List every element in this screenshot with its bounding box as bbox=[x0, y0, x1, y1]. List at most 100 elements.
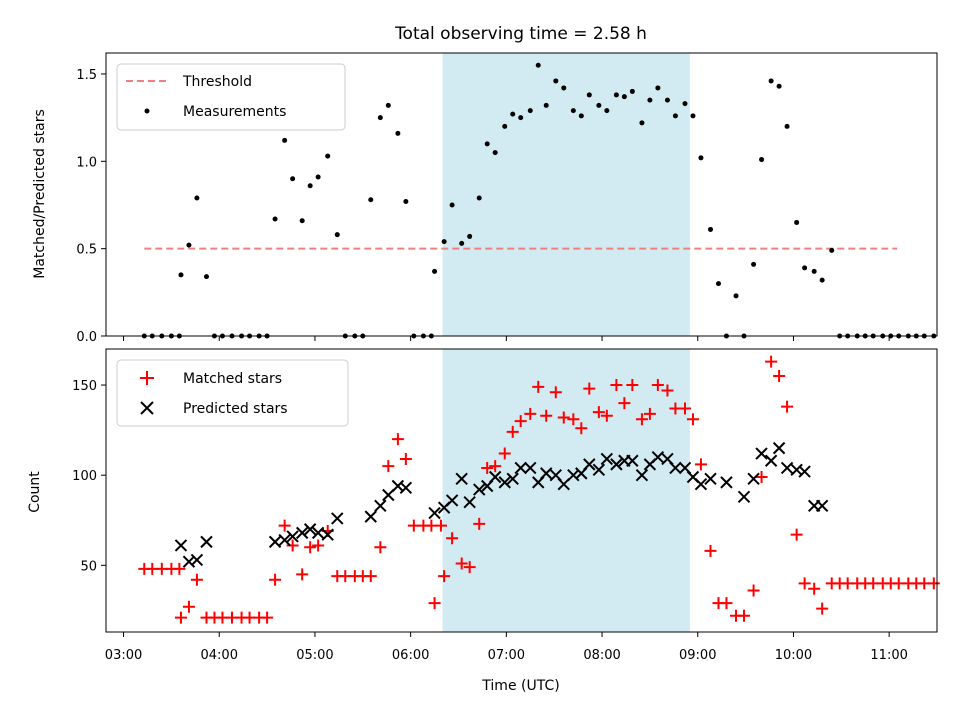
predicted-star-point bbox=[600, 452, 614, 466]
measurement-point bbox=[819, 277, 825, 283]
matched-star-point bbox=[399, 452, 412, 465]
matched-star-point bbox=[927, 577, 940, 590]
matched-star-point bbox=[626, 379, 639, 392]
predicted-stars-points bbox=[174, 441, 829, 568]
measurement-point bbox=[368, 197, 374, 203]
top-y-axis: 0.0 0.5 1.0 1.5 bbox=[76, 68, 106, 345]
matched-star-point bbox=[190, 573, 203, 586]
measurement-point bbox=[802, 265, 808, 271]
predicted-star-point bbox=[506, 472, 519, 485]
predicted-star-point bbox=[311, 526, 325, 540]
predicted-star-point bbox=[200, 535, 213, 549]
predicted-star-point bbox=[374, 499, 387, 513]
matched-star-point bbox=[428, 597, 441, 610]
measurement-point bbox=[664, 97, 670, 103]
measurement-point bbox=[751, 261, 757, 267]
top-legend: Threshold Measurements bbox=[116, 63, 346, 131]
predicted-star-point bbox=[694, 477, 708, 491]
matched-star-point bbox=[755, 470, 768, 483]
matched-star-point bbox=[583, 382, 596, 395]
matched-star-point bbox=[678, 402, 691, 415]
matched-star-point bbox=[610, 379, 623, 392]
predicted-star-point bbox=[720, 476, 733, 489]
top-highlight-span bbox=[442, 53, 690, 336]
chart-title: Total observing time = 2.58 h bbox=[394, 24, 647, 44]
bottom-y-tick-label: 50 bbox=[80, 559, 97, 574]
predicted-star-point bbox=[463, 496, 476, 509]
matched-star-point bbox=[549, 386, 562, 399]
matched-star-point bbox=[618, 397, 631, 410]
measurement-point bbox=[492, 150, 498, 156]
predicted-star-point bbox=[583, 458, 596, 471]
measurement-point bbox=[325, 153, 331, 159]
matched-star-point bbox=[600, 409, 613, 422]
matched-star-point bbox=[643, 407, 656, 420]
measurement-point bbox=[621, 94, 627, 100]
measurement-point bbox=[811, 268, 817, 274]
measurement-point bbox=[403, 198, 409, 204]
matched-star-point bbox=[661, 384, 674, 397]
measurement-point bbox=[377, 115, 383, 121]
measurement-point bbox=[459, 240, 465, 246]
bottom-y-tick-label: 150 bbox=[72, 379, 97, 394]
matched-star-point bbox=[738, 609, 751, 622]
top-legend-box bbox=[116, 63, 346, 131]
predicted-star-point bbox=[747, 472, 760, 485]
matched-star-point bbox=[720, 597, 733, 610]
predicted-star-point bbox=[498, 476, 511, 489]
matched-star-point bbox=[173, 562, 186, 575]
predicted-star-point bbox=[815, 499, 829, 513]
measurement-point bbox=[578, 113, 584, 119]
matched-legend-label: Matched stars bbox=[183, 371, 282, 387]
measurement-point bbox=[613, 92, 619, 98]
measurement-point bbox=[586, 92, 592, 98]
matched-star-point bbox=[514, 415, 527, 428]
measurement-point bbox=[543, 102, 549, 108]
predicted-star-point bbox=[626, 454, 639, 467]
predicted-star-point bbox=[514, 461, 527, 475]
measurement-point bbox=[186, 242, 192, 248]
predicted-star-point bbox=[651, 450, 665, 464]
matched-star-point bbox=[567, 413, 580, 426]
measurement-point bbox=[467, 233, 473, 239]
matched-star-point bbox=[816, 602, 829, 615]
predicted-star-point bbox=[635, 468, 649, 482]
matched-star-point bbox=[312, 539, 325, 552]
measurement-point bbox=[596, 102, 602, 108]
bottom-x-tick-label: 07:00 bbox=[488, 648, 525, 663]
bottom-x-tick-label: 04:00 bbox=[201, 648, 238, 663]
predicted-star-point bbox=[455, 472, 468, 485]
measurement-point bbox=[655, 85, 661, 91]
measurement-point bbox=[178, 272, 184, 278]
matched-star-point bbox=[364, 570, 377, 583]
predicted-star-point bbox=[772, 441, 786, 455]
measurement-point bbox=[203, 274, 209, 280]
matched-star-point bbox=[374, 541, 387, 554]
matched-star-point bbox=[463, 561, 476, 574]
predicted-star-point bbox=[190, 553, 204, 567]
measurement-point bbox=[553, 78, 559, 84]
matched-star-point bbox=[278, 519, 291, 532]
predicted-star-point bbox=[488, 470, 502, 484]
bottom-legend: Matched stars Predicted stars bbox=[116, 359, 349, 427]
top-y-axis-label: Matched/Predicted stars bbox=[32, 109, 48, 279]
matched-star-point bbox=[182, 600, 195, 613]
measurement-point bbox=[476, 195, 482, 201]
measurement-point bbox=[682, 101, 688, 107]
measurement-point bbox=[733, 293, 739, 299]
predicted-star-point bbox=[737, 490, 751, 504]
bottom-x-axis: 03:00 04:00 05:00 06:00 07:00 08:00 09:00 10:00… bbox=[105, 632, 908, 663]
predicted-star-point bbox=[174, 539, 188, 552]
measurement-point bbox=[510, 111, 516, 117]
predicted-star-point bbox=[557, 477, 570, 491]
matched-star-point bbox=[694, 458, 707, 471]
measurement-point bbox=[395, 130, 401, 136]
measurement-point bbox=[647, 97, 653, 103]
top-y-tick-label: 1.5 bbox=[76, 68, 97, 83]
predicted-star-point bbox=[364, 510, 377, 523]
predicted-star-point bbox=[428, 506, 441, 520]
matched-star-point bbox=[269, 573, 282, 586]
measurement-point bbox=[570, 108, 576, 114]
